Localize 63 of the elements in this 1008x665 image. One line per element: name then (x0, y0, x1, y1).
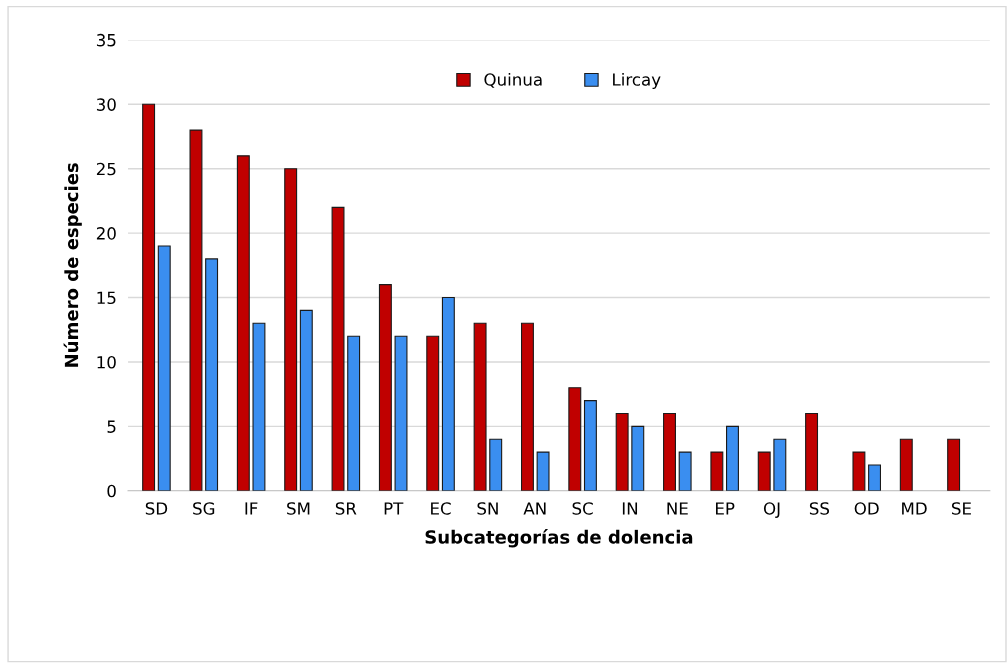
bar (252, 322, 266, 491)
bar (347, 335, 361, 491)
bar (205, 258, 219, 491)
bar (631, 425, 645, 491)
bar (947, 438, 961, 491)
bar (520, 322, 534, 491)
x-tick-label: PT (384, 502, 404, 515)
x-tick-label: AN (523, 502, 546, 515)
y-tick-label: 15 (97, 291, 116, 305)
bar (331, 206, 345, 491)
bar (142, 103, 156, 491)
bar (284, 168, 298, 491)
x-tick-label: EC (431, 502, 451, 515)
x-tick-label: SS (809, 502, 830, 515)
bar (899, 438, 913, 491)
bar (663, 412, 676, 491)
bar (773, 438, 787, 491)
bar (489, 438, 503, 491)
bar (426, 335, 440, 491)
bar (157, 245, 171, 491)
y-tick-label: 5 (107, 420, 116, 433)
x-tick-label: SN (477, 502, 498, 515)
bar (805, 412, 819, 491)
x-axis-title: Subcategorías de dolencia (425, 529, 693, 548)
bar (236, 155, 250, 491)
x-tick-label: OJ (763, 502, 780, 518)
bar (378, 284, 392, 491)
bar (757, 451, 771, 491)
x-tick-label: SE (951, 502, 971, 515)
bar (441, 296, 455, 491)
bar (568, 387, 582, 491)
bar (583, 400, 597, 491)
y-tick-label: 20 (96, 227, 116, 240)
y-tick-label: 30 (96, 98, 116, 111)
bar (473, 322, 487, 491)
bar (726, 425, 739, 491)
y-tick-label: 0 (107, 484, 116, 498)
x-tick-label: SR (335, 502, 357, 515)
x-tick-label: MD (902, 502, 927, 515)
bar (868, 464, 882, 491)
x-tick-label: IN (622, 502, 638, 515)
x-tick-label: NE (667, 502, 688, 515)
legend-label: Lircay (613, 72, 661, 90)
bar (299, 309, 313, 491)
legend-label: Quinua (484, 72, 542, 88)
bar (536, 451, 550, 491)
bar (394, 335, 408, 491)
bar (710, 451, 724, 491)
x-tick-label: SG (193, 502, 215, 515)
x-tick-label: SD (145, 502, 168, 515)
x-tick-label: EP (716, 502, 735, 515)
y-tick-label: 10 (97, 355, 116, 369)
x-tick-label: SM (287, 502, 310, 515)
bar (189, 129, 203, 491)
x-tick-label: SC (572, 502, 593, 515)
y-tick-label: 35 (96, 33, 116, 47)
x-tick-label: IF (245, 502, 258, 515)
bar (615, 412, 629, 491)
y-tick-label: 25 (96, 162, 116, 176)
y-axis-title: Número de especies (63, 163, 82, 367)
x-tick-label: OD (854, 502, 879, 515)
bar (678, 451, 692, 491)
bar (852, 451, 866, 491)
